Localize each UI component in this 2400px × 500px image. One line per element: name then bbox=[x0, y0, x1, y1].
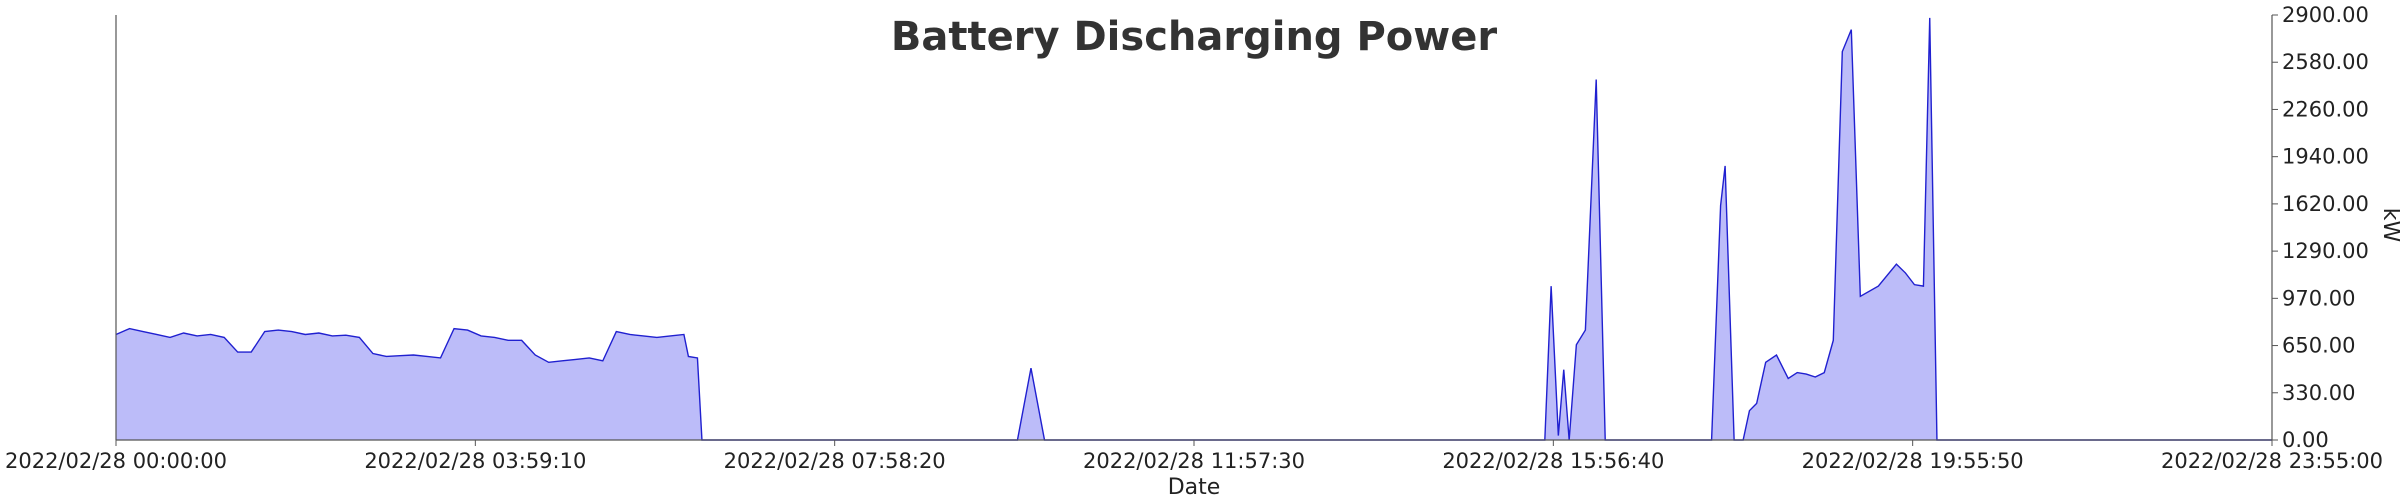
x-tick-label: 2022/02/28 23:55:00 bbox=[2161, 449, 2383, 473]
y-tick-label: 1940.00 bbox=[2282, 145, 2369, 169]
x-tick-label: 2022/02/28 00:00:00 bbox=[5, 449, 227, 473]
y-tick-labels: 0.00 330.00 650.00 970.00 1290.00 1620.00 1940… bbox=[2272, 3, 2369, 452]
chart-title: Battery Discharging Power bbox=[891, 14, 1497, 60]
y-tick-label: 330.00 bbox=[2282, 381, 2355, 405]
discharging-power-line bbox=[115, 17, 2272, 441]
x-tick-label: 2022/02/28 11:57:30 bbox=[1083, 449, 1305, 473]
area-layer bbox=[115, 17, 2272, 441]
x-tick-label: 2022/02/28 19:55:50 bbox=[1802, 449, 2024, 473]
y-tick-label: 0.00 bbox=[2282, 428, 2329, 452]
discharging-power-area bbox=[116, 17, 2272, 441]
y-tick-label: 1620.00 bbox=[2282, 192, 2369, 216]
y-axis-label: kW bbox=[2378, 208, 2400, 243]
y-tick-label: 2900.00 bbox=[2282, 3, 2369, 27]
y-tick-label: 2260.00 bbox=[2282, 97, 2369, 121]
x-tick-label: 2022/02/28 07:58:20 bbox=[724, 449, 946, 473]
y-tick-label: 970.00 bbox=[2282, 286, 2355, 310]
x-tick-label: 2022/02/28 15:56:40 bbox=[1442, 449, 1664, 473]
x-tick-label: 2022/02/28 03:59:10 bbox=[364, 449, 586, 473]
y-tick-label: 2580.00 bbox=[2282, 50, 2369, 74]
y-tick-label: 1290.00 bbox=[2282, 239, 2369, 263]
x-tick-labels: 2022/02/28 00:00:00 2022/02/28 03:59:10 20… bbox=[5, 440, 2383, 473]
y-tick-label: 650.00 bbox=[2282, 334, 2355, 358]
x-axis-label: Date bbox=[1168, 475, 1221, 500]
